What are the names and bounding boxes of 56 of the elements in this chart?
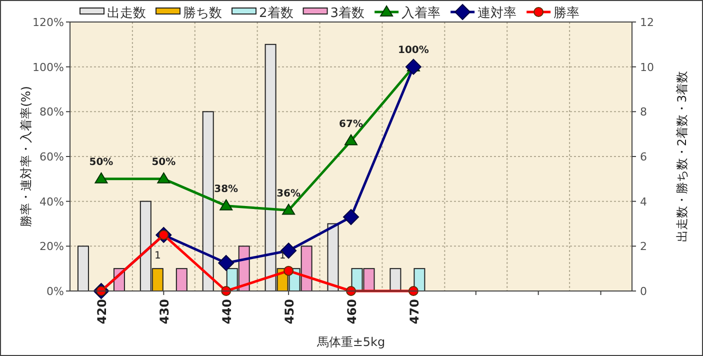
data-label: 50% [89, 156, 114, 168]
y-tick-label: 60% [40, 150, 64, 164]
y2-tick-label: 8 [640, 106, 647, 119]
y-tick-label: 80% [40, 106, 64, 119]
x-tick-label: 440 [220, 299, 234, 324]
y-tick-label: 120% [32, 16, 64, 29]
x-axis-title: 馬体重±5kg [316, 335, 386, 349]
bar [176, 268, 188, 292]
bar [327, 223, 339, 292]
point [282, 204, 296, 215]
point [344, 134, 358, 146]
y-axis-title: 勝率・連対率・入着率(%) [19, 86, 33, 227]
point [220, 199, 233, 210]
y2-tick-label: 4 [640, 195, 647, 208]
legend-label: 連対率 [478, 5, 517, 21]
x-tick-label: 450 [282, 299, 297, 324]
y-tick-label: 100% [32, 60, 64, 74]
point [408, 286, 418, 296]
data-label: 50% [152, 156, 176, 168]
legend-label: 3着数 [330, 5, 365, 21]
data-label: 1 [154, 250, 161, 262]
data-label: 100% [398, 44, 429, 56]
legend-label: 入着率 [402, 5, 441, 21]
legend-label: 出走数 [107, 6, 146, 21]
point [218, 254, 234, 271]
x-tick-label: 460 [345, 299, 359, 324]
data-label: 38% [214, 184, 238, 195]
bar [390, 268, 402, 292]
bar [202, 111, 214, 292]
y2-tick-label: 2 [640, 240, 647, 254]
point [405, 58, 422, 75]
legend-label: 勝ち数 [183, 6, 222, 21]
point [94, 172, 108, 184]
y-tick-label: 0% [46, 285, 64, 298]
legend-label: 2着数 [259, 5, 294, 21]
point [343, 209, 359, 226]
y2-tick-label: 12 [640, 16, 654, 29]
x-tick-label: 430 [158, 299, 172, 324]
y2-tick-label: 10 [640, 60, 654, 74]
point [346, 286, 356, 296]
x-tick-label: 420 [95, 299, 110, 324]
y-tick-label: 40% [40, 195, 64, 208]
data-label: 67% [339, 118, 363, 130]
data-label: 1 [279, 250, 286, 262]
point [284, 266, 294, 276]
y2-tick-label: 6 [640, 150, 647, 164]
data-label: 36% [276, 188, 301, 200]
x-tick-label: 470 [407, 299, 422, 324]
legend-label: 勝率 [554, 5, 580, 21]
y-tick-label: 20% [40, 240, 64, 254]
bar [414, 268, 426, 292]
bar [77, 246, 89, 292]
y2-axis-title: 出走数・勝ち数・2着数・3着数 [675, 70, 689, 242]
y2-tick-label: 0 [640, 285, 647, 298]
point [221, 286, 232, 296]
point [157, 172, 170, 184]
